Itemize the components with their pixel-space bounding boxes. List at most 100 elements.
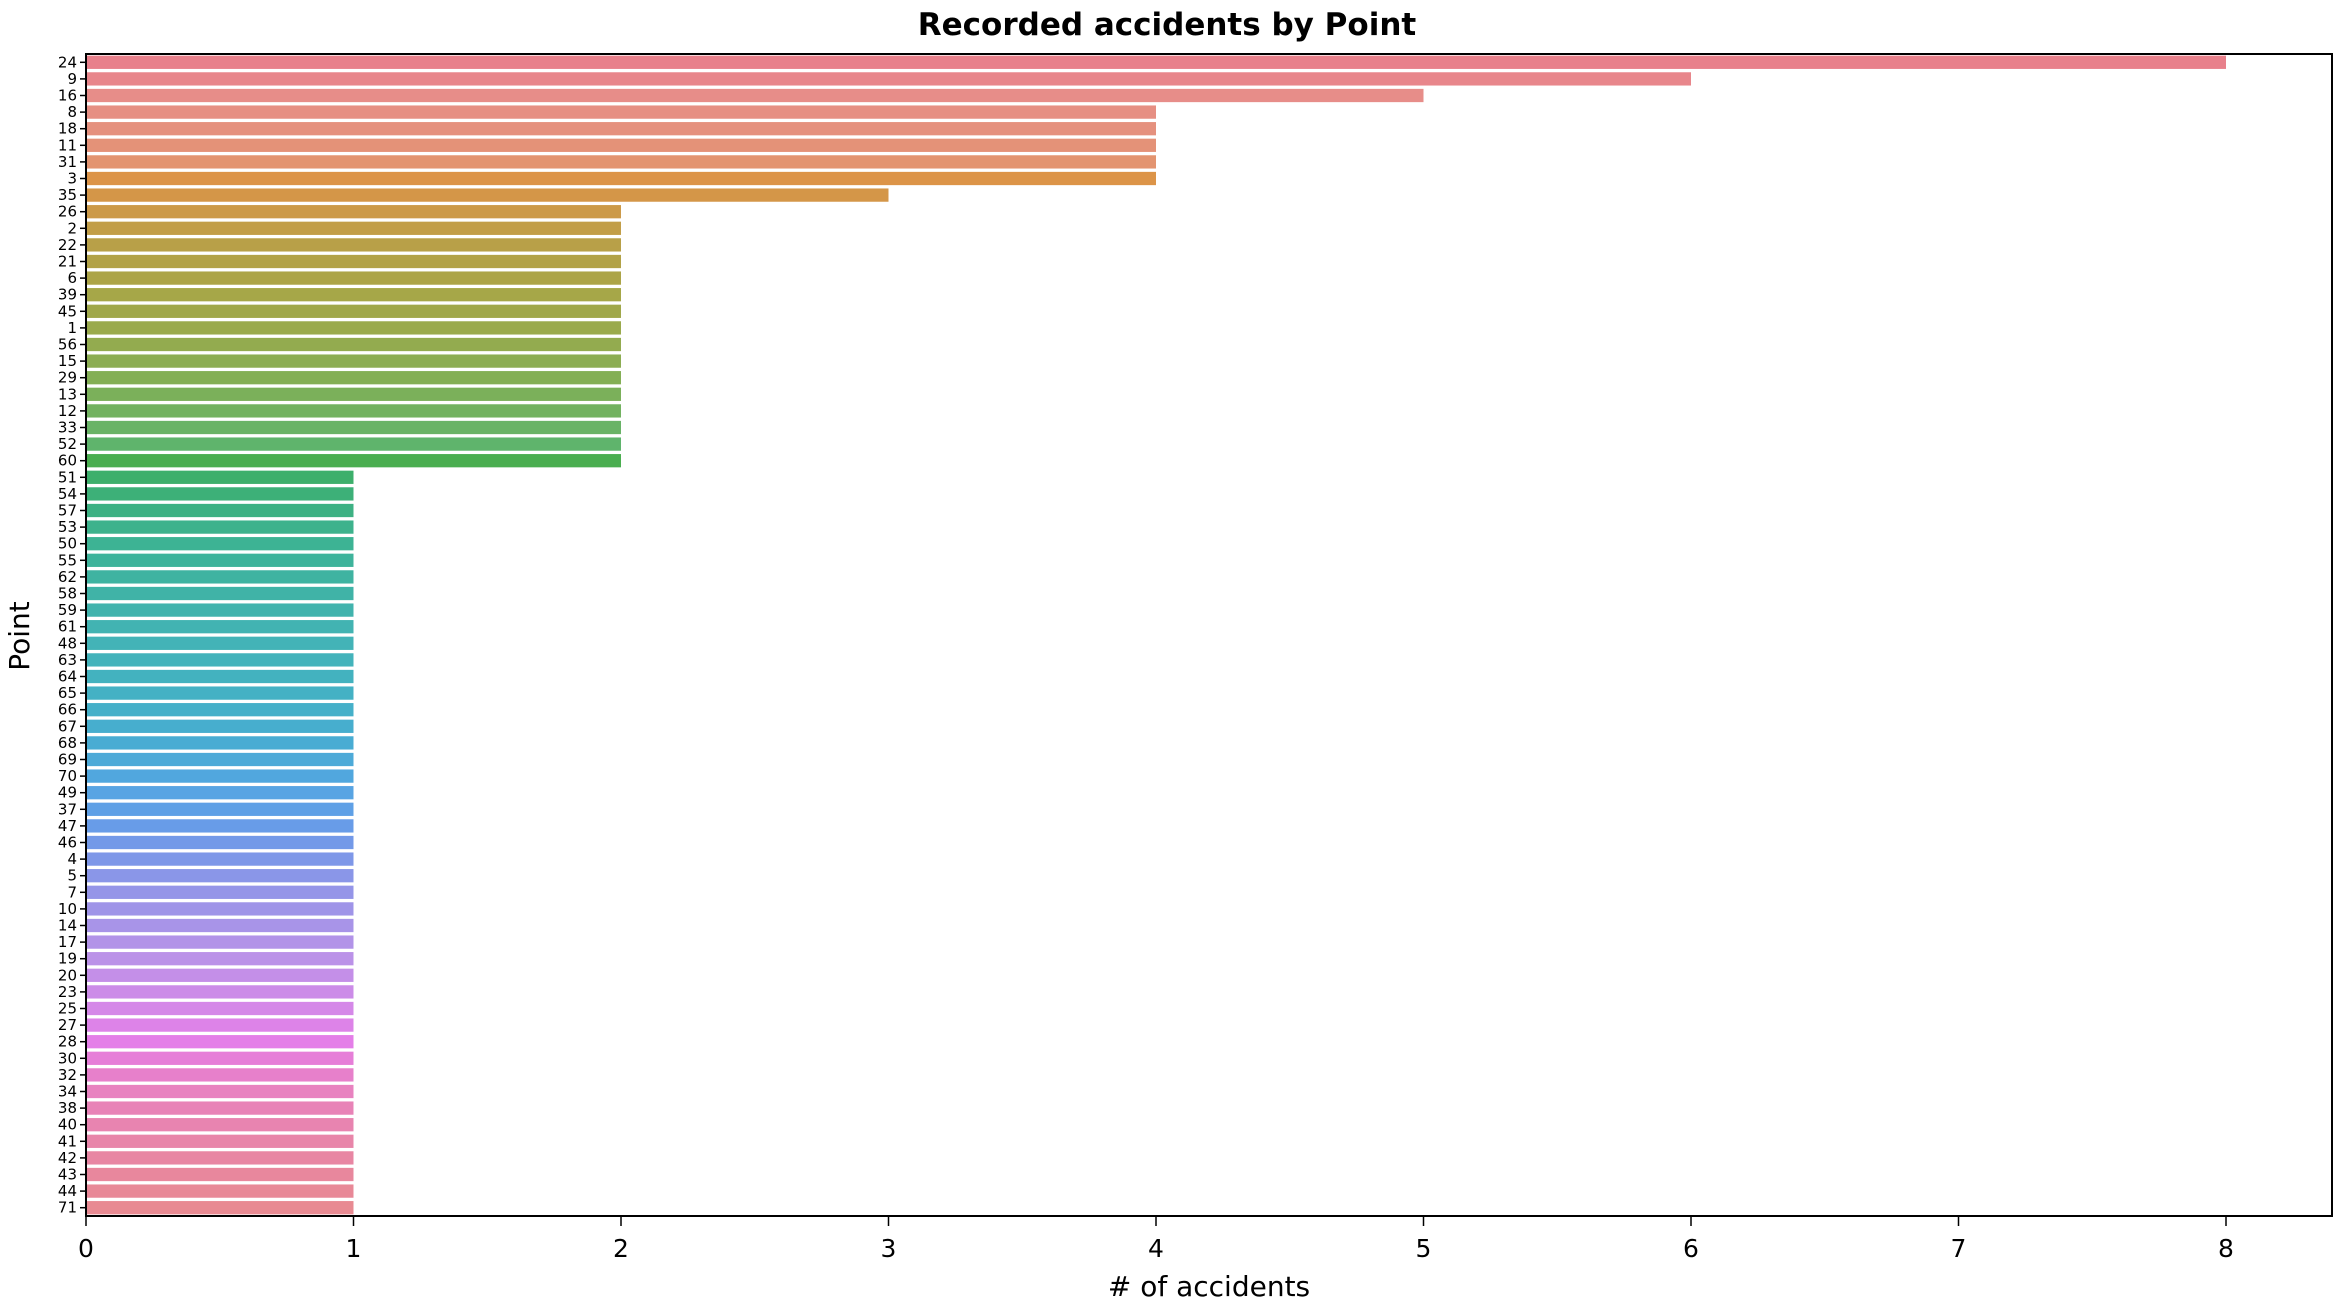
bar-point-32 [86,1068,354,1082]
y-tick-label: 28 [58,1033,77,1051]
bar-point-2 [86,221,621,235]
bar-point-69 [86,752,354,767]
y-tick-label: 10 [58,900,77,918]
x-axis-label: # of accidents [1108,1270,1310,1297]
bar-point-64 [86,669,354,684]
bar-point-66 [86,703,354,717]
y-tick-label: 65 [58,684,77,702]
y-tick-label: 19 [58,950,77,968]
y-tick-label: 13 [58,385,77,403]
bar-point-10 [86,902,354,916]
bar-point-1 [86,321,621,335]
bar-point-55 [86,553,354,567]
bar-point-7 [86,885,354,899]
x-tick-label: 4 [1148,1234,1164,1263]
y-tick-label: 26 [58,203,77,221]
y-tick-label: 21 [58,253,77,271]
y-tick-label: 18 [58,120,77,138]
bar-point-58 [86,586,354,601]
y-axis-label: Point [3,601,36,671]
x-tick-label: 8 [2218,1234,2234,1263]
bar-point-61 [86,620,354,634]
bar-point-8 [86,105,1156,119]
bar-point-35 [86,188,889,202]
y-tick-label: 70 [58,767,77,785]
bar-point-13 [86,387,621,401]
y-tick-label: 9 [67,70,77,88]
y-tick-label: 14 [58,917,77,935]
y-tick-label: 27 [58,1016,77,1034]
bar-point-18 [86,122,1156,136]
bar-point-65 [86,686,354,700]
bar-point-43 [86,1167,354,1182]
bar-point-70 [86,769,354,783]
y-tick-label: 53 [58,518,77,536]
bar-point-16 [86,88,1424,103]
y-tick-label: 38 [58,1099,77,1117]
x-tick-label: 2 [613,1234,629,1263]
bar-point-52 [86,437,621,451]
bar-point-46 [86,835,354,850]
y-tick-label: 66 [58,701,77,719]
y-tick-label: 43 [58,1166,77,1184]
y-tick-label: 59 [58,601,77,619]
bar-point-42 [86,1151,354,1165]
y-tick-label: 42 [58,1149,77,1167]
bar-point-62 [86,570,354,584]
bar-point-17 [86,935,354,949]
bars-layer [86,55,2226,1215]
y-tick-label: 56 [58,336,77,354]
bar-point-40 [86,1118,354,1132]
y-tick-label: 12 [58,402,77,420]
bar-point-4 [86,852,354,866]
y-tick-label: 33 [58,419,77,437]
y-tick-label: 67 [58,717,77,735]
y-tick-label: 63 [58,651,77,669]
y-tick-label: 40 [58,1116,77,1134]
y-tick-label: 64 [58,668,77,686]
x-tick-label: 7 [1951,1234,1967,1263]
bar-point-27 [86,1018,354,1032]
bar-point-25 [86,1001,354,1016]
bar-point-39 [86,288,621,302]
bar-point-68 [86,736,354,750]
bar-point-11 [86,138,1156,152]
x-axis-ticks: 0 1 2 3 4 5 6 7 8 [78,1216,2234,1263]
bar-point-6 [86,271,621,285]
x-tick-label: 6 [1683,1234,1699,1263]
bar-point-33 [86,420,621,435]
x-tick-label: 5 [1416,1234,1432,1263]
y-tick-label: 29 [58,369,77,387]
y-tick-label: 11 [58,136,77,154]
y-tick-label: 4 [67,850,77,868]
y-tick-label: 37 [58,800,77,818]
y-tick-label: 34 [58,1083,77,1101]
bar-point-26 [86,205,621,219]
bar-point-34 [86,1084,354,1099]
bar-point-57 [86,503,354,518]
bar-point-50 [86,537,354,551]
y-tick-label: 5 [67,867,77,885]
bar-point-29 [86,371,621,385]
y-tick-label: 51 [58,468,77,486]
bar-point-47 [86,819,354,833]
bar-point-54 [86,487,354,501]
bar-point-15 [86,354,621,368]
bar-point-71 [86,1201,354,1215]
y-tick-label: 15 [58,352,77,370]
x-tick-label: 0 [78,1234,94,1263]
chart-title: Recorded accidents by Point [918,7,1417,43]
y-tick-label: 20 [58,966,77,984]
y-tick-label: 3 [67,170,77,188]
y-tick-label: 6 [67,269,77,287]
y-tick-label: 2 [67,219,77,237]
y-tick-label: 45 [58,302,77,320]
y-tick-label: 23 [58,983,77,1001]
bar-point-56 [86,337,621,352]
y-tick-label: 17 [58,933,77,951]
y-tick-label: 61 [58,618,77,636]
y-tick-label: 58 [58,585,77,603]
y-tick-label: 24 [58,53,77,71]
bar-point-21 [86,254,621,269]
